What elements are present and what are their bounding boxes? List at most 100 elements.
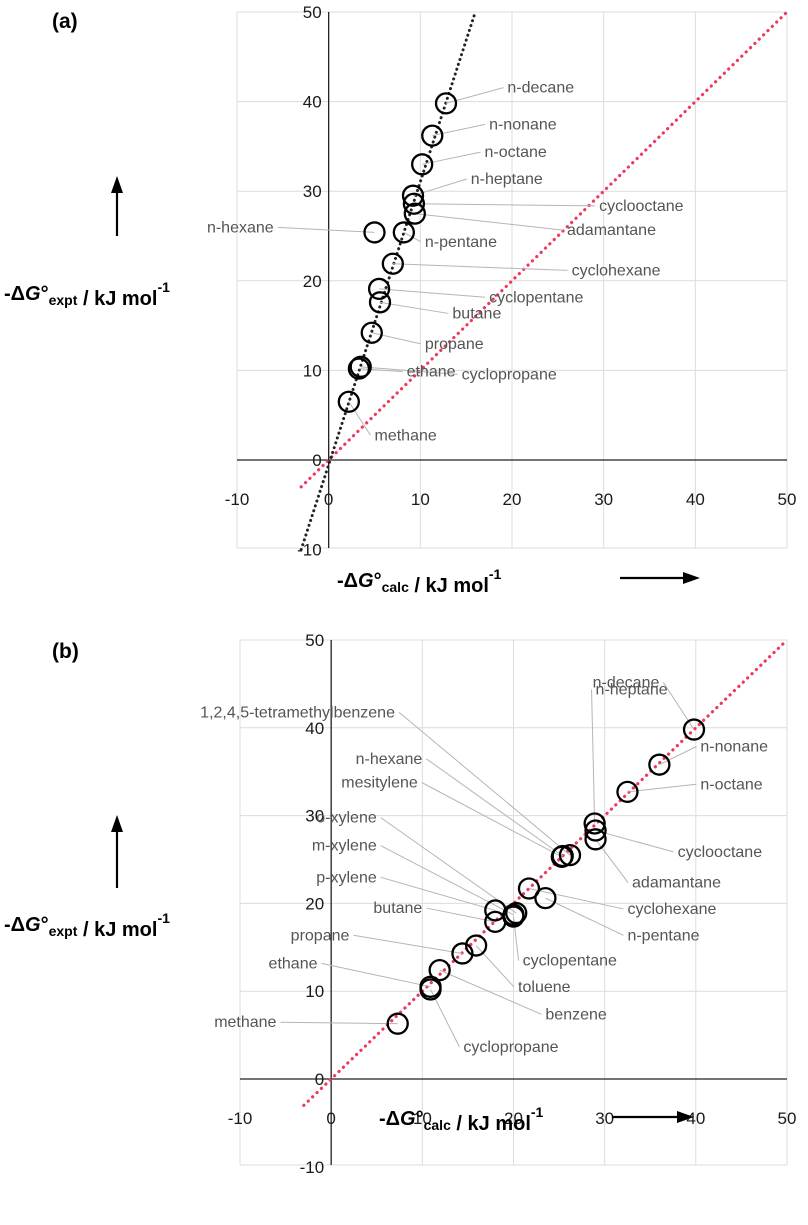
leader-line — [392, 263, 568, 271]
data-points — [337, 92, 458, 413]
point-label: methane — [214, 1014, 276, 1031]
leader-line — [421, 782, 563, 858]
data-point — [558, 843, 582, 867]
right-arrow-icon — [677, 1111, 694, 1123]
leader-line — [475, 945, 515, 988]
leader-line — [627, 783, 697, 793]
data-point — [551, 844, 574, 868]
leader-line — [348, 401, 371, 436]
y-tick-label: 40 — [303, 93, 322, 112]
point-label: n-hexane — [356, 751, 423, 768]
point-label: n-heptane — [471, 171, 543, 188]
leader-line — [353, 934, 463, 954]
point-label: butane — [373, 900, 422, 917]
leader-line — [426, 758, 564, 857]
panel-label: (b) — [52, 640, 79, 663]
point-labels: methanecyclopropaneethanepropanebutanecy… — [207, 80, 684, 445]
y-tick-label: 50 — [303, 3, 322, 22]
data-point — [386, 1012, 409, 1035]
x-tick-label: -10 — [225, 490, 250, 509]
point-label: toluene — [518, 979, 571, 996]
point-label: 1,2,4,5-tetramethylbenzene — [200, 704, 395, 721]
x-tick-label: 50 — [778, 490, 797, 509]
leader-line — [426, 907, 496, 923]
point-label: cyclopropane — [463, 1039, 558, 1056]
data-point — [534, 886, 557, 910]
leader-line — [280, 1021, 398, 1025]
leader-line — [413, 203, 596, 207]
data-point — [584, 828, 607, 851]
point-label: p-xylene — [316, 869, 377, 886]
leader-line — [414, 213, 564, 231]
x-tick-label: 20 — [503, 490, 522, 509]
point-label: benzene — [545, 1006, 606, 1023]
point-label: ethane — [407, 364, 456, 381]
x-tick-label: 20 — [504, 1109, 523, 1128]
y-tick-label: 30 — [303, 182, 322, 201]
right-arrow-icon — [683, 572, 700, 584]
point-label: propane — [425, 336, 484, 353]
leader-line — [380, 845, 514, 916]
point-label: n-decane — [593, 674, 660, 691]
point-label: methane — [375, 427, 437, 444]
leader-line — [545, 897, 624, 936]
x-tick-label: 10 — [413, 1109, 432, 1128]
leader-line — [379, 288, 486, 298]
leader-line — [595, 839, 629, 883]
leader-line — [591, 689, 596, 824]
point-label: n-octane — [485, 144, 547, 161]
point-label: n-hexane — [207, 219, 274, 236]
point-label: cyclohexane — [627, 901, 716, 918]
leader-line — [371, 332, 422, 345]
identity-line — [299, 10, 789, 489]
data-point — [421, 124, 444, 147]
point-label: cyclooctane — [678, 844, 763, 861]
x-tick-label: 30 — [595, 1109, 614, 1128]
point-label: m-xylene — [312, 838, 377, 855]
data-point — [616, 780, 639, 804]
data-point — [428, 958, 451, 982]
data-point — [337, 390, 360, 413]
point-label: n-heptane — [596, 681, 668, 698]
data-point — [411, 153, 434, 176]
y-tick-label: 10 — [305, 982, 324, 1001]
y-axis-title: -ΔG°expt / kJ mol-1 — [4, 910, 170, 941]
leader-line — [358, 368, 403, 373]
data-point — [464, 934, 488, 957]
data-point — [451, 942, 474, 965]
leader-line — [528, 887, 624, 910]
panel-a: -10 0 10 20 30 40 50-1001020304050methanecyclo… — [4, 3, 796, 597]
data-point — [381, 252, 404, 275]
y-tick-label: 30 — [305, 807, 324, 826]
data-point — [402, 192, 426, 215]
point-label: cyclopentane — [523, 953, 617, 970]
point-label: cyclohexane — [572, 262, 661, 279]
data-point — [434, 92, 458, 115]
point-label: n-nonane — [700, 739, 768, 756]
data-points — [386, 718, 706, 1035]
leader-line — [595, 830, 674, 853]
leader-line — [398, 711, 571, 856]
up-arrow-icon — [111, 176, 123, 193]
point-label: n-pentane — [627, 927, 699, 944]
data-point — [401, 184, 425, 207]
leader-line — [662, 682, 695, 730]
y-axis-title: -ΔG°expt / kJ mol-1 — [4, 279, 170, 310]
x-tick-label: -10 — [228, 1109, 253, 1128]
point-labels: methane cyclopropane ethane benzene propane t… — [200, 674, 768, 1055]
data-point — [682, 718, 706, 741]
point-label: butane — [452, 305, 501, 322]
data-point — [505, 901, 528, 925]
data-point — [360, 321, 383, 344]
leader-line — [380, 817, 517, 914]
y-tick-label: 10 — [303, 361, 322, 380]
point-label: adamantane — [567, 222, 656, 239]
y-tick-label: 20 — [303, 272, 322, 291]
leader-line — [380, 876, 496, 911]
data-point — [502, 903, 525, 926]
y-tick-label: 20 — [305, 894, 324, 913]
point-label: cyclopentane — [489, 289, 583, 306]
leader-line — [439, 969, 542, 1015]
data-point — [403, 202, 426, 225]
